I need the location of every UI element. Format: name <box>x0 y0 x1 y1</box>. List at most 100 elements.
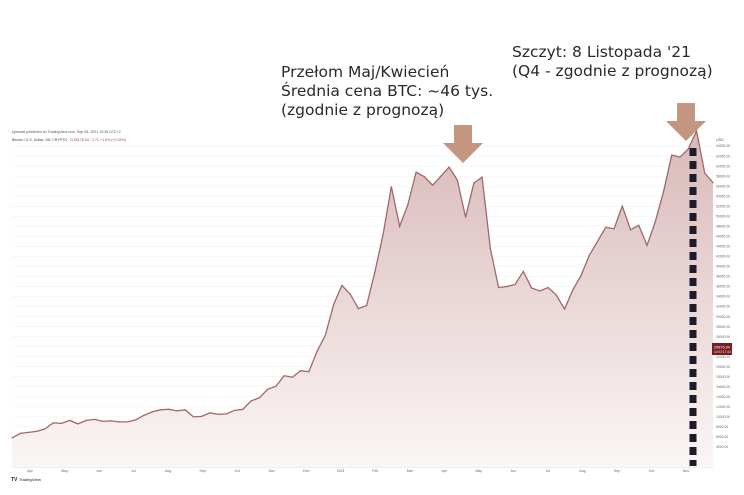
data-point <box>506 285 508 288</box>
data-point <box>399 225 401 227</box>
y-tick-label: 34000.00 <box>716 295 730 299</box>
data-point <box>464 216 467 218</box>
data-point <box>316 350 318 352</box>
annotation-right: Szczyt: 8 Listopada '21 (Q4 - zgodnie z p… <box>512 43 713 81</box>
data-point <box>102 420 104 422</box>
y-tick-label: 56000.00 <box>716 184 730 188</box>
data-point <box>572 289 574 291</box>
annotation-left-line2: Średnia cena BTC: ~46 tys. <box>281 82 494 100</box>
data-point <box>110 420 112 422</box>
data-point <box>555 294 557 296</box>
y-tick-label: 38000.00 <box>716 275 730 279</box>
data-point <box>605 226 607 228</box>
data-point <box>349 293 351 295</box>
data-point <box>588 254 590 256</box>
data-point <box>11 437 13 439</box>
data-point <box>19 432 21 434</box>
data-point <box>580 274 582 277</box>
data-point <box>432 184 434 186</box>
x-tick-label: Jul <box>131 469 136 473</box>
price-area <box>12 131 713 467</box>
annotation-right-line1: Szczyt: 8 Listopada '21 <box>512 43 691 61</box>
data-point <box>250 400 252 402</box>
y-tick-label: 62000.00 <box>716 154 730 158</box>
price-info: O:50176.94 · 1.71 +1.6% (+0.32%) <box>70 138 126 142</box>
y-tick-label: 8000.00 <box>716 425 728 429</box>
x-tick-label: Sep <box>199 469 205 473</box>
x-tick-label: Dec <box>303 469 310 473</box>
data-point <box>638 224 640 226</box>
data-point <box>85 419 87 421</box>
data-point <box>539 290 541 292</box>
data-point <box>390 186 392 188</box>
data-point <box>159 409 162 411</box>
data-point <box>324 334 326 336</box>
price-tag-sub: 1d 02:17:44 <box>714 350 731 354</box>
price-line <box>11 128 714 439</box>
y-tick-label: 20000.00 <box>716 365 730 369</box>
data-point <box>201 415 203 417</box>
y-tick-label: 36000.00 <box>716 285 730 289</box>
data-point <box>473 182 475 184</box>
data-point <box>613 228 615 230</box>
data-point <box>382 233 384 235</box>
data-point <box>357 307 359 310</box>
data-point <box>217 413 219 415</box>
data-point <box>596 240 599 242</box>
data-point <box>341 284 343 287</box>
data-point <box>300 370 302 372</box>
y-tick-label: 18000.00 <box>716 375 730 379</box>
y-tick-label: 54000.00 <box>716 194 730 198</box>
y-axis: 4000.00 6000.00 8000.00 10000.00 12000.00 140… <box>716 144 730 449</box>
data-point <box>151 411 153 413</box>
annotation-left-line1: Przełom Maj/Kwiecień <box>281 63 450 81</box>
data-point <box>522 270 524 273</box>
data-point <box>621 205 623 207</box>
data-point <box>242 408 244 410</box>
y-tick-label: 48000.00 <box>716 224 730 228</box>
y-tick-label: 6000.00 <box>716 435 728 439</box>
x-tick-label: Apr <box>442 469 448 473</box>
x-tick-label: 2021 <box>337 469 345 473</box>
data-point <box>366 304 368 307</box>
data-point <box>192 416 195 418</box>
data-point <box>118 421 120 423</box>
data-point <box>291 376 293 378</box>
data-point <box>704 172 706 174</box>
y-tick-label: 58000.00 <box>716 174 730 178</box>
arrow-down-icon <box>666 103 706 141</box>
x-axis: Apr May Jun Jul Aug Sep Oct Nov Dec 2021 Feb Mar Apr… <box>12 467 713 473</box>
data-point <box>497 286 500 289</box>
data-point <box>225 413 228 415</box>
data-point <box>93 418 96 420</box>
data-point <box>168 408 170 410</box>
y-tick-label: 26000.00 <box>716 335 730 339</box>
data-point <box>44 428 46 430</box>
data-point <box>267 388 269 390</box>
data-point <box>679 156 681 158</box>
x-tick-label: Feb <box>372 469 378 473</box>
data-point <box>671 154 673 156</box>
y-tick-label: 50000.00 <box>716 214 730 218</box>
data-point <box>712 182 714 184</box>
data-point <box>258 397 261 399</box>
data-point <box>374 271 376 273</box>
data-point <box>646 244 648 246</box>
annotation-right-line2: (Q4 - zgodnie z prognozą) <box>512 62 713 80</box>
y-tick-label: 46000.00 <box>716 235 730 239</box>
data-point <box>654 221 656 223</box>
data-point <box>77 423 79 425</box>
x-tick-label: Sep <box>614 469 620 473</box>
data-point <box>176 410 178 412</box>
y-tick-label: 60000.00 <box>716 164 730 168</box>
y-tick-label: 32000.00 <box>716 305 730 309</box>
data-point <box>333 303 335 306</box>
data-point <box>184 409 186 411</box>
x-tick-label: Mar <box>407 469 414 473</box>
x-tick-label: Aug <box>579 469 585 473</box>
data-point <box>69 419 71 421</box>
x-tick-label: Nov <box>268 469 275 473</box>
x-tick-label: Nov <box>683 469 690 473</box>
y-tick-label: 4000.00 <box>716 445 728 449</box>
